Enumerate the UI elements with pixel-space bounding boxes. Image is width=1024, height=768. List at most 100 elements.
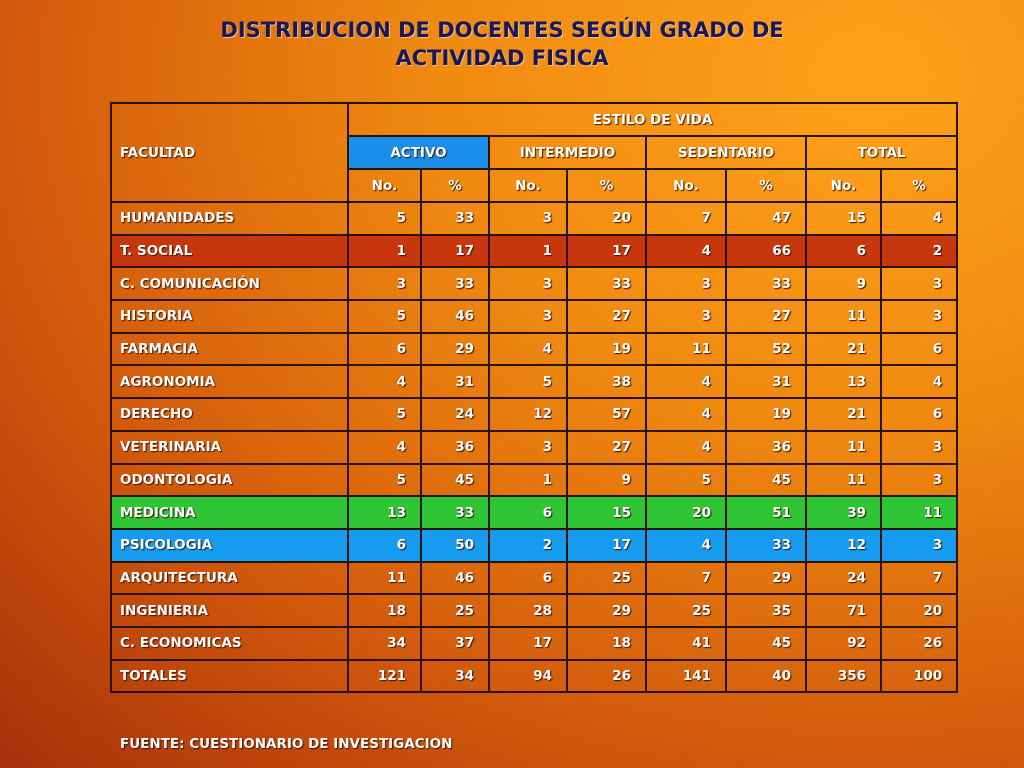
value-cell: 45 bbox=[420, 462, 490, 498]
value-cell: 121 bbox=[347, 658, 422, 694]
value-cell: 46 bbox=[420, 299, 490, 334]
value-cell: 18 bbox=[566, 625, 647, 661]
value-cell: 2 bbox=[879, 233, 959, 269]
value-cell: 1 bbox=[347, 233, 422, 269]
value-cell: 5 bbox=[347, 397, 422, 432]
value-cell: 3 bbox=[645, 266, 727, 302]
subheader-cell: % bbox=[725, 168, 807, 203]
value-cell: 11 bbox=[805, 299, 882, 334]
row-label: VETERINARIA bbox=[110, 429, 349, 465]
value-cell: 3 bbox=[488, 266, 568, 302]
table-row: HUMANIDADES 5 33 3 20 7 47 15 4 bbox=[110, 201, 959, 236]
value-cell: 4 bbox=[879, 201, 959, 236]
value-cell: 33 bbox=[420, 266, 490, 302]
value-cell: 4 bbox=[645, 233, 727, 269]
value-cell: 12 bbox=[805, 527, 882, 563]
header-cell: ACTIVO bbox=[347, 135, 490, 170]
value-cell: 92 bbox=[805, 625, 882, 661]
subheader-cell: % bbox=[420, 168, 490, 203]
value-cell: 6 bbox=[879, 331, 959, 367]
header-cell: TOTAL bbox=[804, 135, 959, 170]
table-row: C. ECONOMICAS 34 37 17 18 41 45 92 26 bbox=[110, 625, 959, 661]
row-label: ODONTOLOGIA bbox=[110, 462, 349, 498]
value-cell: 4 bbox=[645, 527, 727, 563]
value-cell: 33 bbox=[420, 495, 490, 530]
value-cell: 20 bbox=[645, 495, 727, 530]
value-cell: 5 bbox=[347, 299, 422, 334]
subheader-cell: No. bbox=[805, 168, 882, 203]
value-cell: 66 bbox=[725, 233, 807, 269]
value-cell: 4 bbox=[645, 429, 727, 465]
value-cell: 4 bbox=[645, 397, 727, 432]
subheader-cell: No. bbox=[347, 168, 422, 203]
value-cell: 9 bbox=[566, 462, 647, 498]
value-cell: 21 bbox=[805, 331, 882, 367]
value-cell: 45 bbox=[725, 625, 807, 661]
value-cell: 5 bbox=[645, 462, 727, 498]
value-cell: 11 bbox=[805, 462, 882, 498]
header-row: FACULTAD ESTILO DE VIDA bbox=[110, 102, 959, 203]
value-cell: 29 bbox=[566, 593, 647, 628]
value-cell: 52 bbox=[725, 331, 807, 367]
row-label: INGENIERIA bbox=[110, 593, 349, 628]
value-cell: 17 bbox=[566, 527, 647, 563]
value-cell: 13 bbox=[805, 364, 882, 400]
value-cell: 26 bbox=[566, 658, 647, 694]
value-cell: 141 bbox=[645, 658, 727, 694]
value-cell: 24 bbox=[420, 397, 490, 432]
value-cell: 5 bbox=[347, 462, 422, 498]
value-cell: 3 bbox=[879, 527, 959, 563]
value-cell: 27 bbox=[566, 429, 647, 465]
header-row: No.% No.% No.% No.% bbox=[111, 168, 959, 203]
value-cell: 4 bbox=[879, 364, 959, 400]
table-row: VETERINARIA 4 36 3 27 4 36 11 3 bbox=[110, 429, 959, 465]
value-cell: 33 bbox=[725, 527, 807, 563]
value-cell: 29 bbox=[420, 331, 490, 367]
table-row: T. SOCIAL 1 17 1 17 4 66 6 2 bbox=[110, 233, 959, 269]
row-label: MEDICINA bbox=[110, 495, 349, 530]
value-cell: 20 bbox=[566, 201, 647, 236]
value-cell: 94 bbox=[488, 658, 568, 694]
row-label: C. COMUNICACIÓN bbox=[110, 266, 349, 302]
value-cell: 31 bbox=[725, 364, 807, 400]
value-cell: 24 bbox=[805, 560, 882, 596]
value-cell: 19 bbox=[566, 331, 647, 367]
value-cell: 27 bbox=[725, 299, 807, 334]
value-cell: 34 bbox=[347, 625, 422, 661]
value-cell: 9 bbox=[805, 266, 882, 302]
header-cell: FACULTAD bbox=[110, 102, 349, 203]
value-cell: 27 bbox=[566, 299, 647, 334]
value-cell: 6 bbox=[347, 527, 422, 563]
value-cell: 12 bbox=[488, 397, 568, 432]
value-cell: 2 bbox=[488, 527, 568, 563]
value-cell: 4 bbox=[488, 331, 568, 367]
table-row: AGRONOMIA 4 31 5 38 4 31 13 4 bbox=[110, 364, 959, 400]
value-cell: 20 bbox=[879, 593, 959, 628]
title: DISTRIBUCION DE DOCENTES SEGÚN GRADO DE … bbox=[0, 16, 1004, 72]
value-cell: 39 bbox=[805, 495, 882, 530]
value-cell: 1 bbox=[488, 233, 568, 269]
row-label: AGRONOMIA bbox=[110, 364, 349, 400]
header-row: ACTIVO INTERMEDIO SEDENTARIO TOTAL bbox=[111, 135, 959, 170]
value-cell: 7 bbox=[645, 560, 727, 596]
value-cell: 71 bbox=[805, 593, 882, 628]
value-cell: 3 bbox=[879, 429, 959, 465]
value-cell: 3 bbox=[488, 429, 568, 465]
value-cell: 47 bbox=[725, 201, 807, 236]
value-cell: 33 bbox=[725, 266, 807, 302]
value-cell: 15 bbox=[566, 495, 647, 530]
subheader-cell: % bbox=[566, 168, 647, 203]
value-cell: 45 bbox=[725, 462, 807, 498]
value-cell: 3 bbox=[347, 266, 422, 302]
value-cell: 7 bbox=[645, 201, 727, 236]
value-cell: 13 bbox=[347, 495, 422, 530]
table-row: TOTALES 121 34 94 26 141 40 356 100 bbox=[110, 658, 959, 694]
row-label: PSICOLOGIA bbox=[110, 527, 349, 563]
table: FACULTAD ESTILO DE VIDA ACTIVO INTERMEDIO… bbox=[110, 102, 959, 694]
value-cell: 36 bbox=[725, 429, 807, 465]
value-cell: 11 bbox=[805, 429, 882, 465]
value-cell: 4 bbox=[645, 364, 727, 400]
value-cell: 36 bbox=[420, 429, 490, 465]
subheader-cell: % bbox=[879, 168, 959, 203]
value-cell: 4 bbox=[347, 429, 422, 465]
